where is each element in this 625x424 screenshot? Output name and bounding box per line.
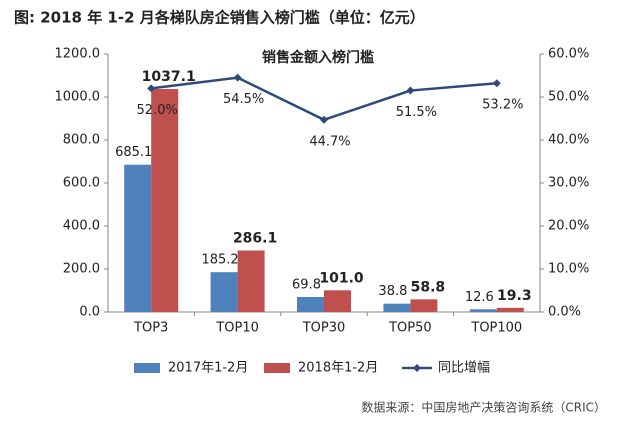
- x-tick-label: TOP50: [388, 321, 432, 336]
- y-tick-label: 200.0: [63, 262, 100, 277]
- data-label: 101.0: [319, 270, 364, 286]
- y-tick-label: 1000.0: [55, 90, 101, 105]
- legend-swatch: [264, 363, 290, 373]
- data-label: 54.5%: [223, 92, 264, 107]
- y2-tick-label: 30.0%: [548, 176, 589, 191]
- data-label: 685.1: [115, 145, 152, 160]
- line-marker: [320, 115, 328, 124]
- y2-tick-label: 10.0%: [548, 262, 589, 277]
- bar: [124, 164, 152, 312]
- y2-tick-label: 20.0%: [548, 219, 589, 234]
- bar: [383, 303, 411, 312]
- data-label: 52.0%: [137, 103, 178, 118]
- legend-label: 同比增幅: [438, 361, 490, 376]
- legend-label: 2017年1-2月: [168, 361, 248, 376]
- data-label: 58.8: [411, 279, 446, 295]
- y-tick-label: 600.0: [63, 176, 100, 191]
- y-tick-label: 1200.0: [55, 47, 101, 62]
- line-marker: [492, 79, 501, 88]
- x-tick-label: TOP100: [470, 321, 522, 336]
- source-note: 数据来源：中国房地产决策咨询系统（CRIC）: [361, 400, 606, 415]
- data-label: 1037.1: [142, 69, 196, 85]
- x-tick-label: TOP30: [302, 321, 346, 336]
- data-label: 51.5%: [396, 105, 437, 120]
- data-label: 12.6: [465, 290, 494, 305]
- data-label: 44.7%: [309, 134, 350, 149]
- data-label: 69.8: [292, 277, 321, 292]
- legend-swatch: [134, 363, 160, 373]
- line-marker: [147, 84, 156, 93]
- y2-tick-label: 60.0%: [548, 47, 589, 62]
- chart-title: 图: 2018 年 1-2 月各梯队房企销售入榜门槛（单位：亿元）: [14, 9, 425, 27]
- bar: [469, 309, 497, 312]
- chart-subtitle: 销售金额入榜门槛: [262, 49, 374, 66]
- legend-label: 2018年1-2月: [298, 361, 378, 376]
- y2-tick-label: 0.0%: [548, 305, 581, 320]
- data-label: 38.8: [378, 284, 407, 299]
- y2-tick-label: 40.0%: [548, 133, 589, 148]
- y2-tick-label: 50.0%: [548, 90, 589, 105]
- y-tick-label: 0.0: [79, 305, 100, 320]
- line-marker: [406, 86, 415, 95]
- line-marker: [233, 73, 242, 82]
- bar: [410, 299, 438, 312]
- bar: [151, 89, 179, 312]
- legend-swatch: [413, 364, 421, 372]
- data-label: 185.2: [201, 253, 238, 268]
- bar: [237, 250, 265, 312]
- bar: [297, 296, 324, 312]
- bar: [210, 272, 238, 312]
- bar: [496, 307, 524, 312]
- y-tick-label: 800.0: [63, 133, 100, 148]
- data-label: 53.2%: [482, 98, 523, 113]
- data-label: 286.1: [233, 230, 277, 246]
- x-tick-label: TOP10: [215, 321, 259, 336]
- x-tick-label: TOP3: [133, 321, 168, 336]
- bar: [324, 290, 351, 312]
- y-tick-label: 400.0: [63, 219, 100, 234]
- data-label: 19.3: [497, 288, 532, 304]
